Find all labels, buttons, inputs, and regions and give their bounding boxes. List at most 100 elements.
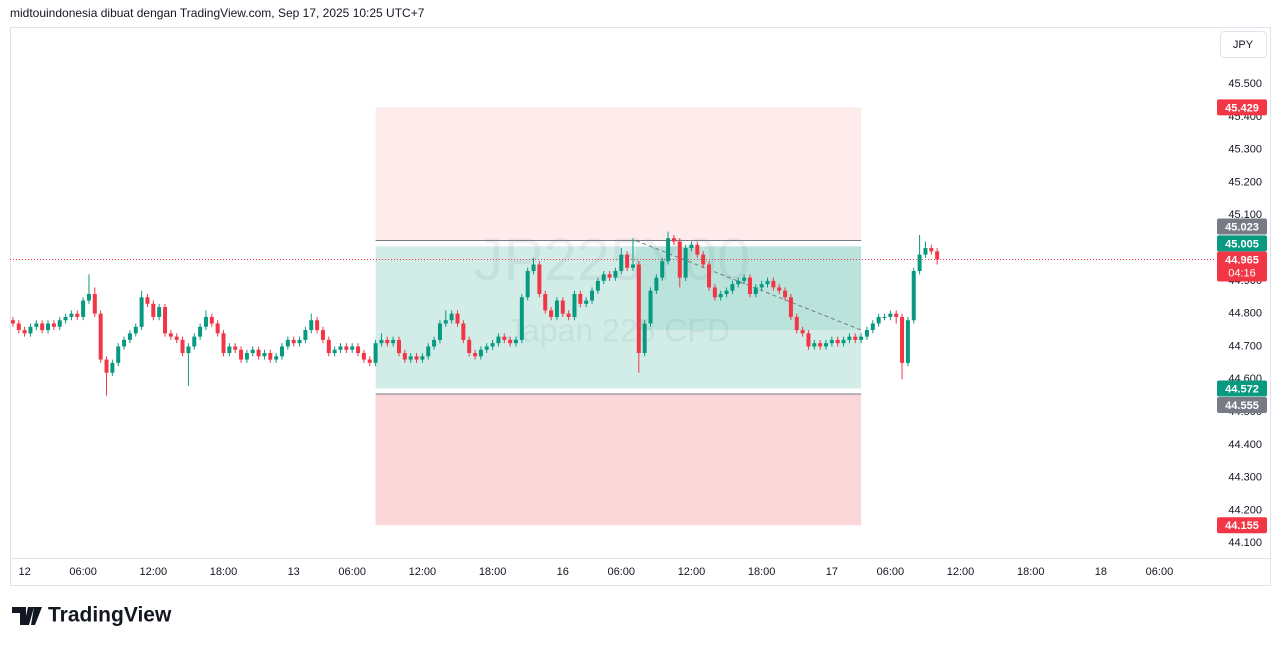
candle-body <box>917 254 922 272</box>
x-tick-label: 18:00 <box>479 566 507 578</box>
y-tick-label: 45.500 <box>1228 78 1262 90</box>
candle-body <box>332 349 337 354</box>
candle-body <box>572 293 577 317</box>
candle-body <box>256 349 261 357</box>
candle-body <box>783 290 788 298</box>
candle-body <box>280 346 285 357</box>
candle-body <box>537 264 542 294</box>
candle-body <box>853 336 858 340</box>
candle-body <box>46 323 51 331</box>
candle-body <box>677 241 682 278</box>
candle-body <box>379 339 384 344</box>
y-tick-label: 44.400 <box>1228 439 1262 451</box>
last-price-label: 44.965 <box>1225 254 1259 266</box>
candle-body <box>16 323 21 331</box>
candle-body <box>636 264 641 354</box>
y-tick-label: 44.200 <box>1228 504 1262 516</box>
candle-body <box>344 346 349 350</box>
stop-zone-fill <box>375 107 862 241</box>
candle-body <box>455 313 460 324</box>
candle-body <box>794 316 799 331</box>
candle-body <box>824 343 829 347</box>
candle-body <box>250 349 255 354</box>
candle-body <box>244 353 249 360</box>
candle-body <box>215 323 220 334</box>
candle-body <box>478 349 483 357</box>
x-tick-label: 12:00 <box>140 566 168 578</box>
candle-body <box>432 339 437 347</box>
candle-body <box>315 320 320 331</box>
x-tick-label: 06:00 <box>1146 566 1174 578</box>
candle-body <box>712 287 717 298</box>
x-tick-label: 18:00 <box>748 566 776 578</box>
candle-body <box>467 339 472 354</box>
candle-body <box>607 274 612 278</box>
candle-body <box>508 339 513 344</box>
candle-body <box>859 336 864 340</box>
candle-body <box>461 323 466 340</box>
candle-body <box>402 353 407 360</box>
candle-body <box>209 316 214 324</box>
candle-body <box>584 300 589 304</box>
watermark-description: Japan 225 CFD <box>506 312 730 348</box>
x-tick-label: 06:00 <box>338 566 366 578</box>
price-label: 44.555 <box>1225 400 1259 412</box>
stop-zone-fill <box>375 394 862 526</box>
logo-text: TradingView <box>48 604 172 627</box>
candle-body <box>233 346 238 350</box>
x-tick-label: 06:00 <box>877 566 905 578</box>
candle-body <box>192 336 197 347</box>
candle-body <box>513 339 518 344</box>
candle-body <box>847 336 852 340</box>
candle-body <box>742 277 747 281</box>
candle-body <box>590 290 595 301</box>
candle-body <box>420 356 425 360</box>
candle-body <box>110 362 115 373</box>
candle-body <box>396 339 401 354</box>
candle-body <box>800 330 805 334</box>
price-label: 44.572 <box>1225 383 1259 395</box>
candle-body <box>595 280 600 291</box>
candle-body <box>98 313 103 360</box>
candle-body <box>338 346 343 350</box>
candle-body <box>163 307 168 334</box>
x-tick-label: 17 <box>826 566 838 578</box>
candle-body <box>747 277 752 294</box>
candle-body <box>613 271 618 278</box>
candle-body <box>151 303 156 317</box>
candle-body <box>835 339 840 344</box>
candle-body <box>829 339 834 344</box>
candle-body <box>391 339 396 344</box>
price-label: 45.023 <box>1225 221 1259 233</box>
candle-body <box>490 343 495 347</box>
candle-body <box>788 297 793 317</box>
candle-body <box>69 313 74 317</box>
candle-body <box>385 339 390 344</box>
candle-body <box>560 300 565 314</box>
candle-body <box>818 343 823 347</box>
currency[interactable]: JPY <box>1233 39 1254 51</box>
candle-body <box>81 300 86 317</box>
candle-body <box>730 284 735 291</box>
candle-body <box>268 353 273 360</box>
y-tick-label: 45.200 <box>1228 176 1262 188</box>
x-tick-label: 12:00 <box>678 566 706 578</box>
currency-button[interactable] <box>1220 31 1267 58</box>
candle-body <box>221 333 226 354</box>
candle-body <box>34 323 39 327</box>
candle-body <box>22 330 27 334</box>
candle-body <box>654 277 659 291</box>
price-label-box <box>1217 218 1267 235</box>
x-tick-label: 18:00 <box>1017 566 1045 578</box>
candle-body <box>683 248 688 278</box>
candle-body <box>894 313 899 317</box>
candle-body <box>239 349 244 360</box>
candle-body <box>186 346 191 354</box>
candle-body <box>642 323 647 354</box>
x-tick-label: 13 <box>288 566 300 578</box>
candle-body <box>297 339 302 344</box>
candle-body <box>695 244 700 255</box>
candle-body <box>63 316 68 321</box>
candle-body <box>531 264 536 272</box>
x-tick-label: 12:00 <box>409 566 437 578</box>
